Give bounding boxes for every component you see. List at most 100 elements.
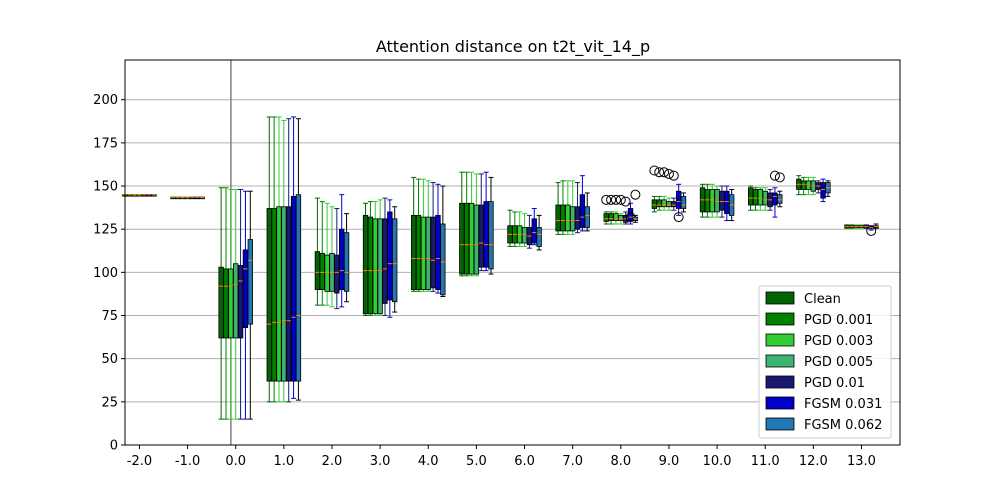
box [747, 187, 754, 206]
legend-label: PGD 0.003 [804, 334, 873, 349]
box [603, 213, 609, 222]
x-tick-label: 8.0 [610, 454, 631, 469]
y-tick-label: 150 [93, 180, 118, 195]
box [531, 218, 537, 244]
box [613, 213, 619, 221]
box [671, 201, 677, 208]
box [651, 199, 658, 209]
box [218, 266, 224, 339]
legend-label: FGSM 0.062 [804, 418, 882, 433]
box [473, 204, 480, 275]
box [608, 213, 614, 221]
legend: Clean PGD 0.001 PGD 0.003 PGD 0.005 PGD 0.01… [758, 285, 892, 439]
y-axis: 0 25 50 75 100 125 150 175 200 [93, 93, 125, 454]
box [805, 180, 812, 190]
outlier-point [630, 189, 641, 200]
x-tick-label: 12.0 [799, 454, 828, 469]
box [464, 202, 470, 275]
outlier-point [663, 168, 674, 179]
box [295, 194, 302, 382]
box [362, 214, 369, 315]
box [237, 265, 244, 339]
box [314, 251, 321, 291]
x-tick-label: 9.0 [659, 454, 680, 469]
outlier-point [673, 212, 684, 223]
x-tick-label: 11.0 [751, 454, 780, 469]
legend-swatch [765, 312, 795, 326]
outlier-point [649, 165, 660, 176]
box [411, 214, 417, 291]
box [666, 201, 672, 208]
box [223, 268, 229, 339]
x-tick-label: 13.0 [847, 454, 876, 469]
x-tick-label: 0.0 [225, 454, 246, 469]
legend-label: PGD 0.001 [804, 313, 873, 328]
box [800, 180, 807, 190]
box [392, 218, 398, 303]
outlier-point [601, 194, 612, 205]
box-series [136, 119, 865, 420]
box [536, 227, 542, 247]
box [661, 199, 667, 208]
box [719, 190, 725, 211]
y-tick-label: 75 [101, 309, 118, 324]
box [656, 199, 662, 208]
legend-swatch [765, 354, 795, 368]
box [339, 228, 345, 291]
box [425, 216, 431, 291]
box-series [151, 118, 879, 420]
box [247, 239, 253, 325]
legend-swatch [765, 333, 795, 347]
box [565, 204, 571, 232]
box [319, 252, 325, 291]
box-series [146, 116, 877, 420]
y-tick-label: 0 [110, 439, 118, 454]
box [266, 208, 272, 382]
box [276, 206, 282, 382]
box [488, 201, 494, 270]
box [372, 218, 378, 315]
box [757, 189, 764, 206]
x-tick-label: 2.0 [322, 454, 343, 469]
box [704, 189, 711, 213]
outlier-point [659, 167, 670, 178]
outlier-point [615, 194, 626, 205]
box [435, 214, 441, 291]
box [579, 194, 586, 228]
box [281, 206, 287, 382]
box [777, 194, 783, 204]
x-tick-label: 6.0 [514, 454, 535, 469]
box [242, 249, 249, 329]
x-tick-label: 5.0 [466, 454, 487, 469]
y-tick-label: 200 [93, 93, 118, 108]
x-tick-label: -1.0 [175, 454, 200, 469]
box [324, 254, 330, 292]
outlier-point [668, 170, 679, 181]
box [420, 216, 427, 291]
box [714, 189, 720, 213]
chart-title: Attention distance on t2t_vit_14_p [376, 37, 650, 57]
box [627, 208, 634, 221]
plot-frame [124, 59, 901, 446]
box [709, 189, 715, 213]
legend-swatch [765, 375, 795, 389]
box [521, 227, 528, 244]
y-tick-label: 175 [93, 136, 118, 151]
outlier-point [654, 167, 665, 178]
y-tick-label: 25 [101, 395, 118, 410]
box [560, 204, 566, 232]
legend-swatch [765, 417, 795, 431]
box [724, 190, 730, 215]
box [286, 206, 292, 382]
box [459, 202, 465, 275]
y-tick-label: 50 [101, 352, 118, 367]
x-tick-label: 1.0 [274, 454, 295, 469]
x-tick-label: -2.0 [127, 454, 152, 469]
box [772, 192, 778, 206]
box [478, 204, 484, 268]
legend-swatch [765, 291, 795, 305]
box [228, 268, 234, 339]
box [367, 216, 374, 315]
legend-label: PGD 0.01 [804, 376, 865, 391]
